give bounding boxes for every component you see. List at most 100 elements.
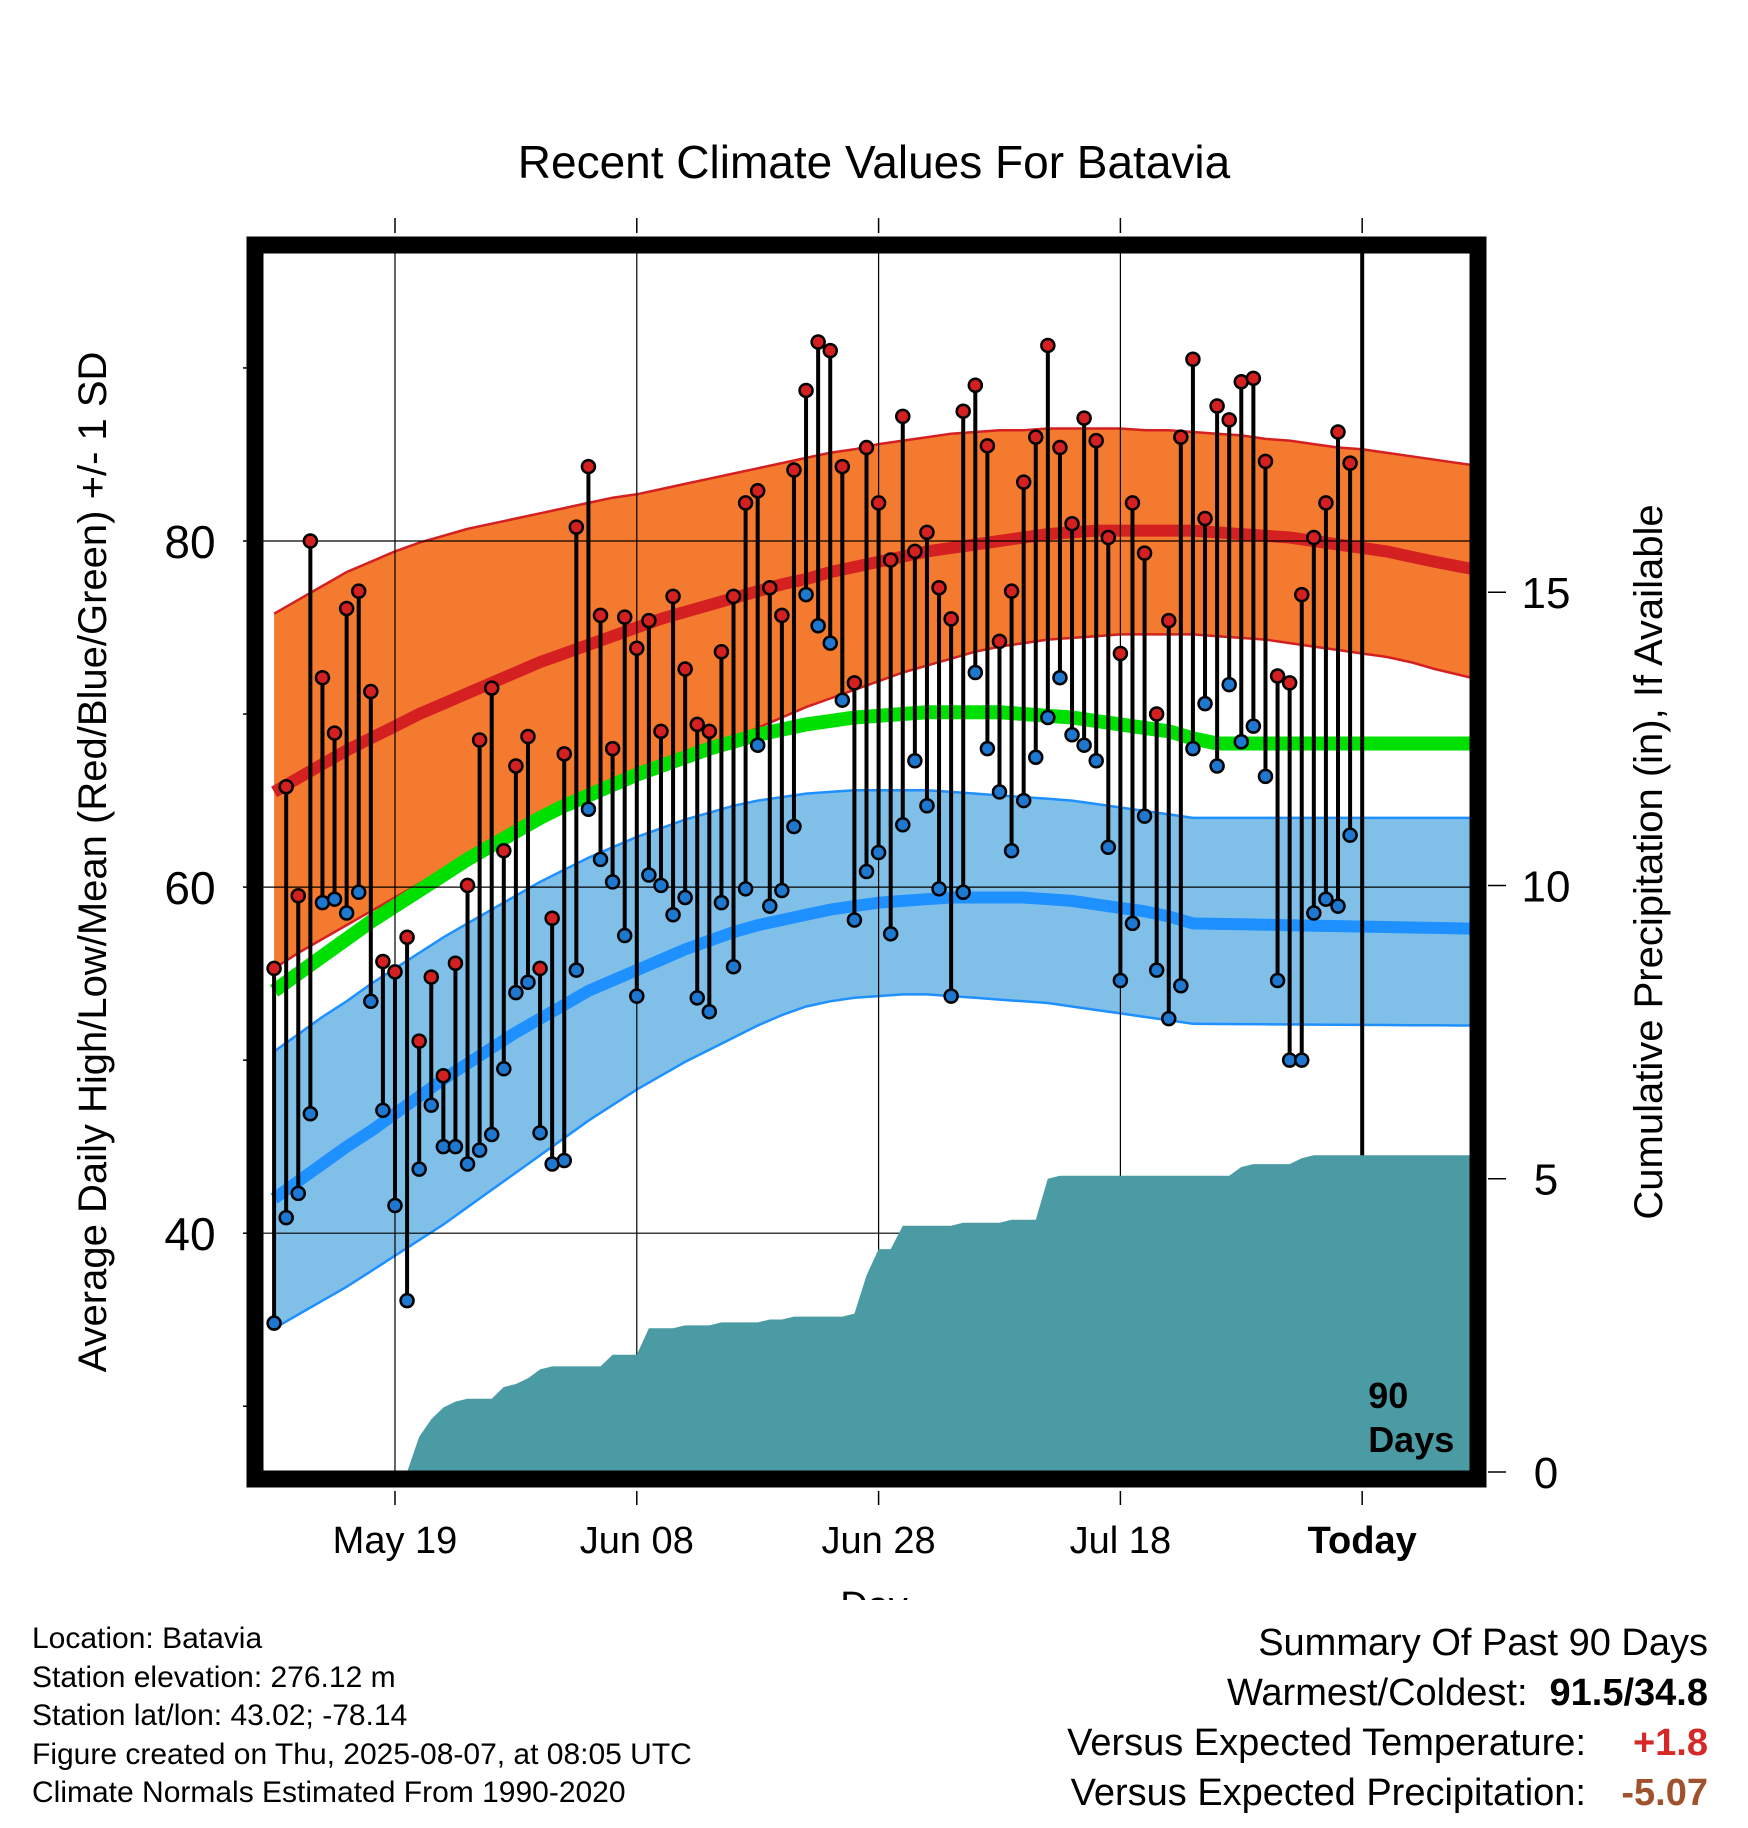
high-point <box>919 524 935 541</box>
low-point <box>1306 905 1322 921</box>
low-point <box>1076 737 1092 753</box>
low-point <box>689 990 705 1006</box>
low-point <box>653 877 669 894</box>
high-point <box>1173 429 1189 445</box>
high-point <box>1112 645 1129 662</box>
high-point <box>1245 370 1262 387</box>
precip-anomaly-row: Versus Expected Precipitation: -5.07 <box>1067 1768 1708 1818</box>
high-point <box>496 843 512 859</box>
high-point <box>653 723 669 740</box>
low-point <box>520 974 536 991</box>
low-point <box>363 993 379 1010</box>
chart-title: Recent Climate Values For Batavia <box>518 136 1231 188</box>
cumulative-precip-area <box>395 1155 1471 1472</box>
high-point <box>580 458 597 475</box>
low-point <box>1330 898 1346 914</box>
high-point <box>774 607 790 624</box>
high-point <box>1306 529 1322 546</box>
high-point <box>387 964 403 980</box>
y-tick-label: 80 <box>164 516 215 568</box>
low-point <box>604 874 621 890</box>
low-point <box>616 927 633 944</box>
summary-panel: Summary Of Past 90 Days Warmest/Coldest:… <box>1067 1618 1708 1818</box>
high-point <box>737 495 754 511</box>
high-point <box>411 1033 427 1049</box>
location-text: Location: Batavia <box>32 1622 263 1655</box>
high-point <box>786 462 802 478</box>
x-tick-label: Jul 18 <box>1070 1520 1171 1562</box>
high-point <box>1209 398 1225 414</box>
high-point <box>870 495 887 511</box>
low-point <box>302 1106 319 1122</box>
x-tick-label: Jun 28 <box>822 1520 936 1562</box>
y-tick-label: 40 <box>164 1208 215 1260</box>
low-point <box>1052 669 1068 686</box>
low-point <box>665 907 681 923</box>
high-point <box>810 334 826 350</box>
low-point <box>1245 718 1262 734</box>
low-point <box>1064 727 1080 743</box>
high-point <box>592 607 609 624</box>
high-point <box>725 588 742 605</box>
high-point <box>1100 529 1117 546</box>
low-point <box>991 784 1008 800</box>
low-point <box>496 1061 512 1077</box>
low-point <box>677 889 693 906</box>
high-point <box>665 588 681 605</box>
high-point <box>1330 424 1346 440</box>
low-point <box>798 586 814 603</box>
y-axis-label: Average Daily High/Low/Mean (Red/Blue/Gr… <box>71 352 115 1373</box>
high-point <box>447 955 464 971</box>
high-point <box>882 552 899 568</box>
y2-tick-label: 15 <box>1522 569 1571 618</box>
low-point <box>979 740 996 757</box>
high-point <box>1318 495 1334 511</box>
low-point <box>1028 749 1044 766</box>
high-point <box>544 910 560 926</box>
low-point <box>338 905 355 921</box>
x-tick-label: May 19 <box>333 1520 458 1562</box>
high-point <box>1185 351 1201 368</box>
high-point <box>895 408 911 425</box>
low-point <box>846 912 863 928</box>
high-point <box>350 583 367 599</box>
high-point <box>955 403 971 419</box>
low-point <box>1161 1010 1177 1027</box>
high-point <box>520 728 536 745</box>
low-point <box>858 863 875 880</box>
low-point <box>931 881 947 897</box>
high-point <box>701 723 718 740</box>
high-point <box>1281 675 1298 691</box>
low-point <box>1209 758 1225 774</box>
created-text: Figure created on Thu, 2025-08-07, at 08… <box>32 1737 692 1771</box>
high-point <box>266 960 282 977</box>
low-point <box>447 1138 464 1155</box>
high-point <box>1269 668 1286 684</box>
low-point <box>701 1003 718 1020</box>
high-point <box>568 519 585 535</box>
low-point <box>592 851 609 868</box>
high-point <box>822 342 838 359</box>
low-point <box>387 1197 403 1214</box>
precip-anomaly-label: Versus Expected Precipitation: <box>1070 1772 1586 1814</box>
low-point <box>508 984 524 1001</box>
low-normal-band <box>274 790 1471 1329</box>
high-point <box>532 960 548 977</box>
low-point <box>955 884 971 901</box>
low-point <box>919 798 935 814</box>
high-point <box>326 725 343 741</box>
low-point <box>278 1209 294 1226</box>
temp-anomaly-value: +1.8 <box>1632 1722 1708 1764</box>
low-point <box>1015 792 1032 809</box>
low-point <box>1185 740 1201 757</box>
high-point <box>278 778 294 795</box>
low-point <box>1197 695 1213 712</box>
high-point <box>677 661 693 677</box>
low-point <box>749 737 766 753</box>
temp-anomaly-label: Versus Expected Temperature: <box>1067 1722 1586 1764</box>
high-point <box>846 675 863 691</box>
high-point <box>483 680 500 696</box>
low-point <box>822 635 838 651</box>
high-point <box>375 953 391 970</box>
low-point <box>907 753 923 769</box>
